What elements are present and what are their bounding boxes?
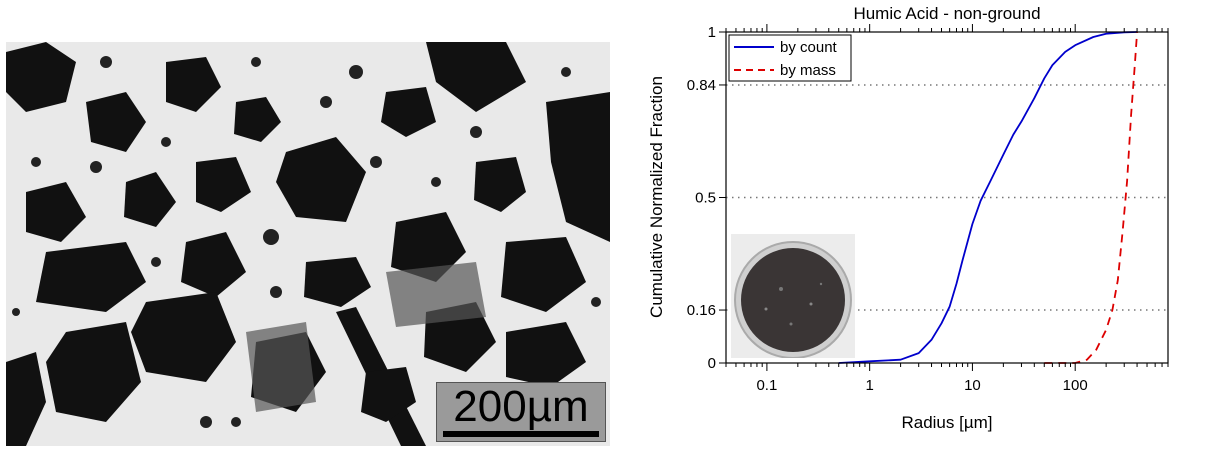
tick-labels: 0 0.16 0.5 0.84 1 0.1 1 10 100 bbox=[687, 24, 1088, 394]
legend: by count by mass bbox=[728, 34, 852, 82]
scale-bar bbox=[443, 431, 599, 437]
legend-box bbox=[728, 34, 852, 82]
legend-label-by-count: by count bbox=[780, 39, 838, 56]
y-tick-label: 0.5 bbox=[695, 190, 716, 207]
x-axis-label: Radius [µm] bbox=[901, 413, 992, 432]
micrograph-image: 200µm bbox=[6, 42, 610, 446]
x-tick-label: 10 bbox=[964, 377, 981, 394]
series-line-by-mass bbox=[1044, 31, 1138, 364]
y-tick-label: 0.84 bbox=[687, 77, 716, 94]
y-tick-label: 0.16 bbox=[687, 302, 716, 319]
axis-ticks bbox=[719, 24, 1169, 371]
x-tick-label: 100 bbox=[1063, 377, 1088, 394]
x-tick-label: 1 bbox=[865, 377, 873, 394]
series-lines bbox=[838, 31, 1138, 364]
y-tick-label: 0 bbox=[708, 355, 716, 372]
chart-title: Humic Acid - non-ground bbox=[853, 4, 1040, 23]
scale-bar-box: 200µm bbox=[436, 382, 606, 442]
sample-dish-illustration bbox=[731, 234, 855, 358]
y-tick-label: 1 bbox=[708, 24, 716, 41]
scale-label: 200µm bbox=[453, 382, 589, 431]
x-tick-label: 0.1 bbox=[756, 377, 777, 394]
cumulative-fraction-chart: 0 0.16 0.5 0.84 1 0.1 1 10 100 Humic Acid - non-… bbox=[647, 4, 1169, 432]
sample-dish-photo bbox=[731, 234, 855, 358]
y-axis-label: Cumulative Normalized Fraction bbox=[647, 76, 666, 318]
legend-label-by-mass: by mass bbox=[780, 62, 836, 79]
series-line-by-count bbox=[838, 31, 1138, 364]
particle-micrograph bbox=[6, 42, 610, 446]
